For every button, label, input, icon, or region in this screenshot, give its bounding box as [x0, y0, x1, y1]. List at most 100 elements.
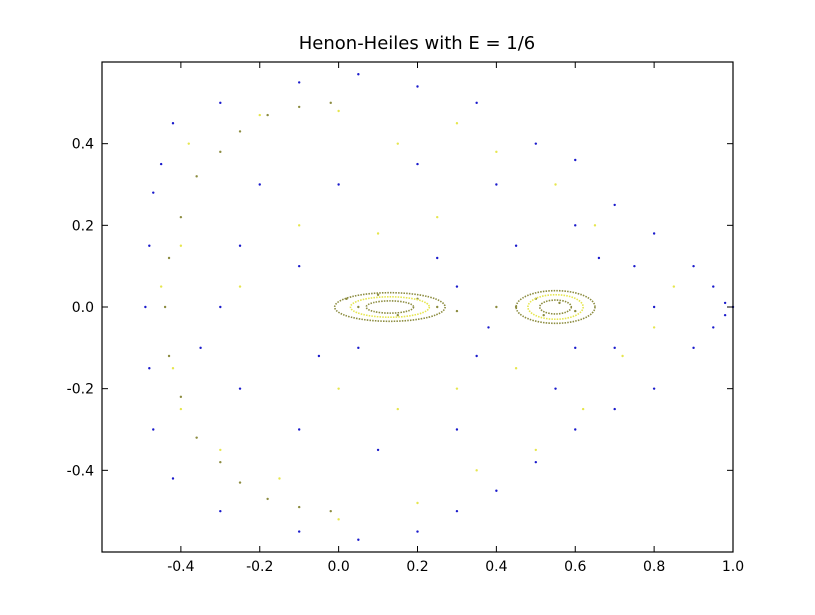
data-point [258, 113, 261, 117]
data-point [558, 301, 561, 305]
y-tick-label: 0.0 [72, 300, 94, 316]
x-tick-label: 1.0 [722, 559, 744, 575]
island-orbit [538, 299, 573, 315]
data-point [297, 105, 301, 109]
data-point [297, 505, 301, 509]
data-point [652, 326, 656, 329]
data-point [152, 428, 155, 431]
y-tick-label: -0.4 [67, 463, 94, 479]
data-point [597, 256, 601, 260]
data-point [475, 354, 478, 358]
data-point [159, 162, 163, 166]
data-point [396, 407, 399, 411]
data-point [152, 191, 155, 194]
data-point [219, 305, 222, 309]
data-point [195, 175, 198, 178]
data-point [487, 326, 490, 329]
x-tick-label: 0.4 [485, 559, 507, 575]
data-point [258, 183, 261, 186]
data-point [495, 150, 498, 154]
data-point [357, 305, 360, 309]
data-point [633, 264, 636, 268]
data-point [357, 346, 360, 350]
data-point [475, 101, 478, 105]
x-tick-label: 0.6 [564, 559, 586, 575]
data-point [357, 73, 360, 76]
data-point [712, 326, 715, 329]
data-point [199, 346, 202, 350]
data-point [396, 142, 399, 145]
data-point [723, 313, 727, 317]
data-point [514, 244, 518, 247]
data-point [266, 497, 269, 501]
ticks-layer: -0.4 -0.2 0.0 0.2 0.4 0.6 0.8 1.0 0.4 0.2 0.0 -0.2 -… [67, 62, 744, 575]
data-point [692, 264, 695, 268]
data-point [171, 477, 175, 480]
data-point [357, 538, 360, 541]
data-point [672, 285, 676, 288]
data-point [495, 305, 498, 309]
data-point [436, 256, 439, 260]
data-point [712, 285, 715, 288]
data-point [238, 130, 242, 133]
data-point [613, 203, 616, 207]
data-point [163, 305, 167, 309]
island-orbit [365, 300, 415, 314]
data-point [195, 436, 198, 439]
data-point [574, 428, 577, 431]
data-point [652, 305, 656, 309]
data-point [297, 530, 301, 533]
data-point [574, 158, 577, 162]
data-point [495, 489, 498, 492]
data-point [171, 367, 175, 370]
data-point [337, 518, 340, 521]
data-point [652, 387, 656, 390]
island-orbit [527, 293, 584, 321]
data-point [376, 448, 380, 452]
data-point [238, 387, 242, 390]
data-point [621, 354, 624, 358]
data-point [167, 256, 171, 260]
data-point [593, 224, 597, 227]
data-point [159, 285, 163, 288]
data-point [179, 244, 183, 247]
data-point [266, 113, 269, 117]
data-point [297, 264, 301, 268]
data-point [475, 469, 478, 472]
data-point [337, 109, 340, 113]
data-point [238, 481, 242, 484]
data-point [554, 183, 557, 186]
data-point [171, 122, 175, 125]
data-point [416, 162, 419, 166]
data-point [337, 387, 340, 390]
plot-frame [101, 61, 734, 553]
island-orbit [515, 289, 596, 325]
data-point [574, 224, 577, 227]
data-point [416, 501, 419, 505]
data-point [396, 313, 399, 317]
data-point [144, 305, 147, 309]
data-point [542, 313, 545, 317]
data-point [297, 224, 301, 227]
data-point [574, 346, 577, 350]
chart-title: Henon-Heiles with E = 1/6 [299, 33, 536, 54]
data-point [187, 142, 190, 145]
data-point [455, 387, 459, 390]
data-point [534, 448, 538, 452]
data-point [179, 407, 183, 411]
data-point [436, 215, 439, 219]
y-tick-label: 0.4 [72, 137, 94, 153]
data-point [376, 232, 380, 235]
x-tick-label: 0.8 [643, 559, 665, 575]
data-point [581, 407, 585, 411]
x-tick-label: 0.0 [327, 559, 349, 575]
x-tick-label: -0.2 [246, 559, 273, 575]
data-point [455, 122, 459, 125]
data-point [148, 244, 151, 247]
data-point [455, 428, 459, 431]
data-point [436, 305, 439, 309]
y-tick-label: 0.2 [72, 218, 94, 234]
data-point [495, 183, 498, 186]
data-point [416, 530, 419, 533]
data-point [376, 293, 380, 296]
